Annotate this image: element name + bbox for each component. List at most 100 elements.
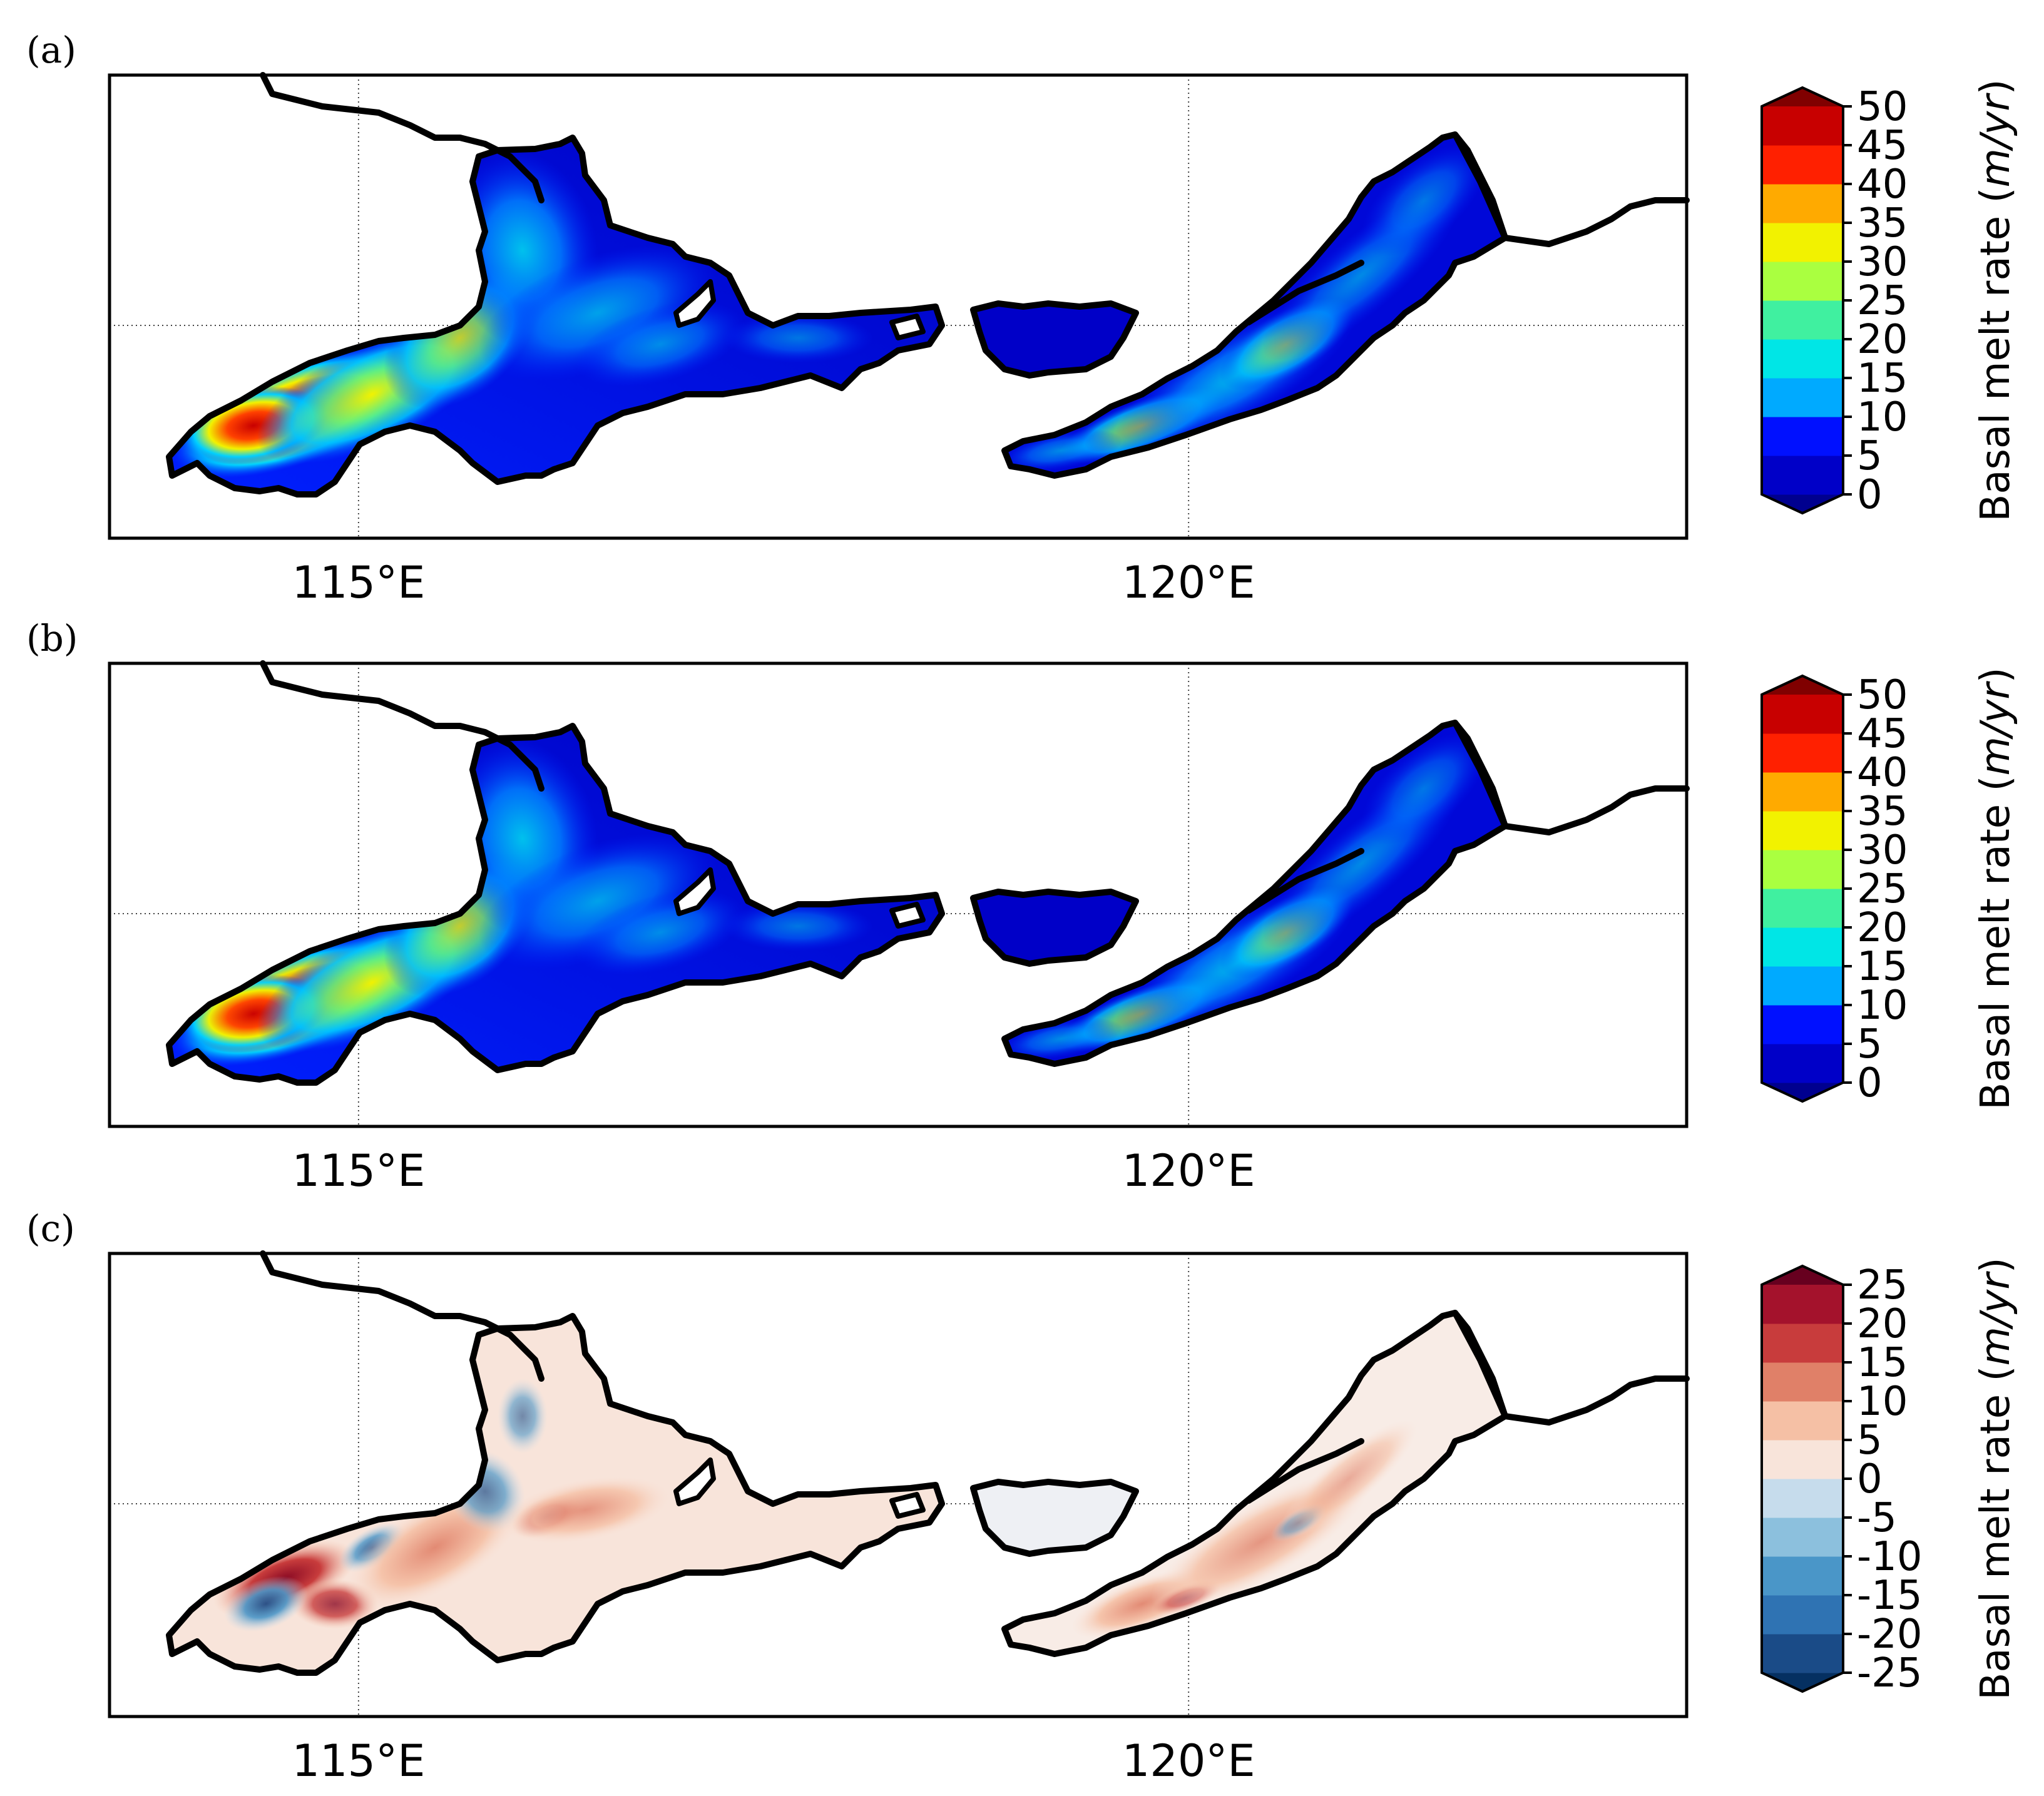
colorbar-label-end: ) — [1973, 1257, 2019, 1273]
middle-ice-shelf — [973, 1482, 1136, 1554]
colorbar-tick-label: -5 — [1857, 1495, 1897, 1541]
colorbar-extend-min — [1762, 1083, 1843, 1101]
x-tick-label: 120°E — [1122, 557, 1255, 608]
colorbar-tick-label: 5 — [1857, 1021, 1883, 1068]
coastline-middle — [1245, 848, 1364, 914]
colorbar-segment-9 — [1762, 106, 1843, 146]
colorbar-tick-label: 20 — [1857, 905, 1908, 951]
colorbar-tick-label: -15 — [1857, 1573, 1923, 1619]
x-tick-label: 120°E — [1122, 1145, 1255, 1196]
diff-spot-7 — [498, 1476, 672, 1544]
grounded-island-2 — [889, 902, 926, 929]
melt-pattern — [172, 144, 1486, 478]
colorbar-segment-6 — [1762, 223, 1843, 262]
map-frame — [108, 661, 1689, 1128]
colorbar-segment-1 — [1762, 1005, 1843, 1044]
colorbar-tick-label: 5 — [1857, 433, 1883, 479]
map-area — [108, 1250, 1690, 1718]
colorbar-tick-label: 10 — [1857, 394, 1908, 441]
west-shelf-outline — [166, 135, 945, 497]
colorbar-label-main: Basal melt rate ( — [1973, 188, 2019, 522]
colorbar-segment-9 — [1762, 1285, 1843, 1324]
x-tick-label: 115°E — [292, 1145, 425, 1196]
colorbar-segment-7 — [1762, 1362, 1843, 1402]
middle-ice-shelf — [973, 304, 1136, 375]
colorbar-label: Basal melt rate (m/yr) — [1973, 667, 2019, 1110]
colorbar-label-main: Basal melt rate ( — [1973, 776, 2019, 1110]
map-frame — [108, 73, 1689, 540]
colorbar-label: Basal melt rate (m/yr) — [1973, 1257, 2019, 1700]
middle-shelf-outline — [970, 300, 1139, 379]
coastline-west — [260, 660, 544, 792]
colorbar-tick-label: 50 — [1857, 672, 1908, 718]
coastline-east — [1452, 1310, 1690, 1426]
colorbar-tick-label: -25 — [1857, 1650, 1923, 1697]
colorbar-tick-label: 25 — [1857, 1262, 1908, 1309]
colorbar-label-end: ) — [1973, 667, 2019, 683]
colorbar-tick-label: 50 — [1857, 84, 1908, 130]
colorbar-tick-label: 30 — [1857, 827, 1908, 874]
colorbar-label: Basal melt rate (m/yr) — [1973, 79, 2019, 521]
panel-letter: (a) — [26, 29, 76, 71]
colorbar-tick-label: 15 — [1857, 944, 1908, 990]
melt-spot-6 — [575, 301, 746, 387]
x-tick-label: 115°E — [292, 1735, 425, 1787]
colorbar-tick-label: 0 — [1857, 1456, 1883, 1503]
diff-spot-13 — [1279, 1419, 1418, 1539]
panel-letter: (c) — [26, 1207, 75, 1250]
east-ice-shelf — [1004, 1313, 1505, 1654]
colorbar-tick-label: 35 — [1857, 200, 1908, 247]
melt-pattern — [172, 732, 1486, 1066]
colorbar-tick-label: 45 — [1857, 123, 1908, 169]
colorbar-segment-3 — [1762, 927, 1843, 967]
colorbar-tick-label: 5 — [1857, 1417, 1883, 1464]
coastline-west — [260, 1250, 544, 1382]
coastline-middle — [1245, 260, 1364, 325]
colorbar-segment-0 — [1762, 456, 1843, 495]
colorbar-tick-label: -10 — [1857, 1534, 1923, 1580]
colorbar-segment-8 — [1762, 733, 1843, 773]
colorbar-segment-4 — [1762, 300, 1843, 340]
grounded-island-1 — [673, 867, 716, 916]
coastline-west — [260, 72, 544, 203]
melt-pattern — [213, 1379, 1418, 1639]
grounded-island-1 — [673, 1457, 716, 1506]
colorbar-segment-8 — [1762, 145, 1843, 185]
colorbar-label-unit: m/yr — [1973, 681, 2019, 776]
colorbar-tick-label: 0 — [1857, 472, 1883, 518]
colorbar-label-end: ) — [1973, 79, 2019, 94]
colorbar-extend-max — [1762, 88, 1843, 106]
colorbar-tick-label: 0 — [1857, 1060, 1883, 1106]
colorbar-extend-max — [1762, 676, 1843, 695]
colorbar-segment-0 — [1762, 1044, 1843, 1083]
colorbar-segment-2 — [1762, 966, 1843, 1006]
colorbar-segment-9 — [1762, 695, 1843, 734]
colorbar-segment-3 — [1762, 339, 1843, 379]
colorbar-tick-label: 40 — [1857, 161, 1908, 208]
melt-spot-12 — [1361, 732, 1486, 845]
colorbar-tick-label: 25 — [1857, 866, 1908, 912]
west-shelf-outline — [166, 723, 945, 1086]
diff-spot-2 — [223, 1576, 309, 1632]
middle-shelf-outline — [970, 889, 1139, 967]
colorbar-tick-label: 35 — [1857, 788, 1908, 835]
melt-spot-6 — [575, 889, 746, 976]
colorbar-segment-7 — [1762, 772, 1843, 812]
colorbar-segment-4 — [1762, 1479, 1843, 1518]
colorbar-segment-6 — [1762, 811, 1843, 850]
colorbar-tick-label: 40 — [1857, 750, 1908, 796]
colorbar-segment-5 — [1762, 1440, 1843, 1479]
colorbar-label-unit: m/yr — [1973, 1271, 2019, 1366]
colorbar-segment-6 — [1762, 1401, 1843, 1441]
colorbar-tick-label: 15 — [1857, 1340, 1908, 1386]
colorbar-tick-label: 10 — [1857, 1379, 1908, 1425]
grounded-island-2 — [889, 314, 926, 340]
x-tick-label: 120°E — [1122, 1735, 1255, 1787]
colorbar-label-main: Basal melt rate ( — [1973, 1366, 2019, 1700]
colorbar-segment-3 — [1762, 1518, 1843, 1557]
grounded-island-2 — [889, 1492, 926, 1519]
